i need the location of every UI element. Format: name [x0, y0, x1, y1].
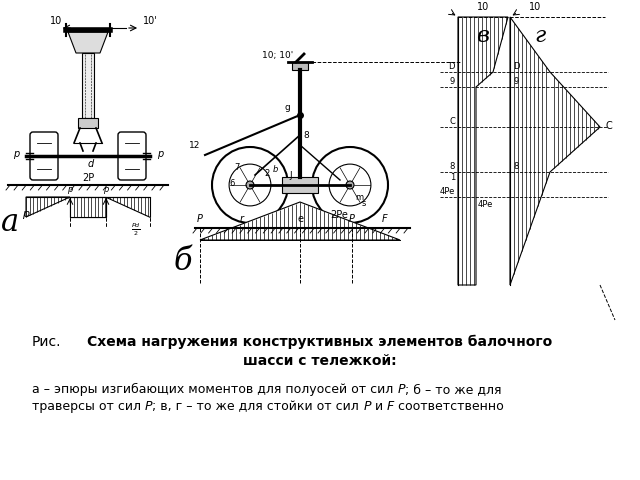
Text: D: D	[449, 62, 455, 71]
Text: F: F	[382, 214, 388, 224]
Text: C: C	[449, 117, 455, 126]
Text: 4Pe: 4Pe	[440, 187, 455, 196]
Text: 2P: 2P	[82, 173, 94, 183]
Bar	[82, 53, 94, 118]
Text: 1: 1	[450, 173, 455, 182]
Text: 8: 8	[303, 131, 308, 140]
Text: b: b	[273, 166, 278, 175]
Polygon shape	[510, 17, 600, 285]
Circle shape	[246, 181, 254, 189]
Text: F: F	[387, 400, 394, 413]
Text: P: P	[364, 400, 371, 413]
Text: D: D	[513, 62, 520, 71]
Bar	[292, 62, 308, 70]
Text: а – эпюры изгибающих моментов для полуосей от сил: а – эпюры изгибающих моментов для полуос…	[32, 383, 397, 396]
Bar	[282, 177, 318, 193]
Text: s: s	[362, 199, 366, 207]
Text: g: g	[284, 103, 290, 112]
Polygon shape	[200, 202, 400, 240]
Text: г: г	[534, 25, 546, 47]
Text: в: в	[477, 25, 490, 47]
Text: 12: 12	[189, 141, 200, 150]
Text: б: б	[173, 246, 192, 277]
Text: 10: 10	[529, 2, 541, 12]
Text: 9: 9	[513, 77, 518, 86]
Text: P: P	[349, 214, 355, 224]
Text: p: p	[157, 149, 163, 159]
Text: r: r	[240, 214, 244, 224]
FancyBboxPatch shape	[30, 132, 58, 180]
Text: 9: 9	[450, 77, 455, 86]
Text: 10': 10'	[143, 16, 157, 26]
Text: 10: 10	[477, 2, 489, 12]
Text: ; б – то же для: ; б – то же для	[404, 383, 501, 396]
Text: Рис.: Рис.	[32, 335, 61, 349]
FancyBboxPatch shape	[118, 132, 146, 180]
Polygon shape	[68, 32, 108, 53]
Text: p: p	[103, 185, 109, 194]
Text: Схема нагружения конструктивных элементов балочного
шасси с тележкой:: Схема нагружения конструктивных элементо…	[88, 335, 552, 368]
Text: e: e	[297, 214, 303, 224]
Text: и: и	[371, 400, 387, 413]
Text: a: a	[1, 207, 19, 238]
Text: P: P	[397, 383, 404, 396]
Text: P: P	[145, 400, 152, 413]
Polygon shape	[458, 17, 508, 285]
Polygon shape	[26, 197, 70, 217]
Text: d: d	[88, 159, 94, 169]
Text: $\frac{Pd}{2}$: $\frac{Pd}{2}$	[131, 221, 141, 238]
Text: p: p	[67, 185, 73, 194]
Text: 8: 8	[513, 162, 518, 171]
Text: р: р	[22, 209, 29, 219]
Text: траверсы от сил: траверсы от сил	[32, 400, 145, 413]
Polygon shape	[70, 197, 106, 217]
Text: J: J	[289, 170, 292, 180]
Polygon shape	[106, 197, 150, 217]
Circle shape	[346, 181, 354, 189]
Text: 2Pe: 2Pe	[330, 210, 348, 220]
Text: ; в, г – то же для стойки от сил: ; в, г – то же для стойки от сил	[152, 400, 364, 413]
Text: C: C	[605, 121, 612, 131]
Text: 6: 6	[230, 179, 235, 188]
Text: 2: 2	[265, 168, 270, 178]
Text: P: P	[197, 214, 203, 224]
Polygon shape	[70, 197, 106, 217]
Text: m: m	[355, 192, 363, 202]
Text: соответственно: соответственно	[394, 400, 504, 413]
Bar	[78, 118, 98, 128]
Text: 10: 10	[50, 16, 62, 26]
Text: 4Pe: 4Pe	[478, 200, 493, 209]
Text: 8: 8	[450, 162, 455, 171]
Text: 10; 10': 10; 10'	[262, 51, 293, 60]
Text: p: p	[13, 149, 19, 159]
Text: 7: 7	[235, 163, 240, 171]
